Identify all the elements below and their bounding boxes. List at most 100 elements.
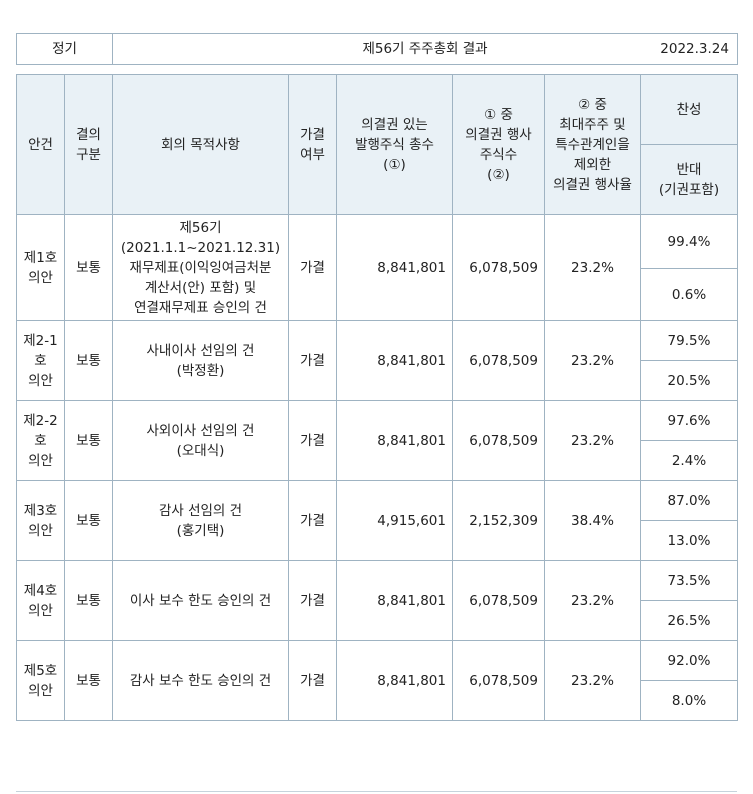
passed-cell: 가결 — [288, 560, 337, 641]
table-row-sub: 2.4% — [17, 440, 738, 481]
exercise-rate-cell: 23.2% — [544, 320, 641, 401]
col-agenda: 안건 — [16, 74, 65, 215]
text-line: 연결재무제표 승인의 건 — [134, 299, 267, 316]
text-line: 이사 보수 한도 승인의 건 — [129, 592, 272, 609]
bottom-divider — [16, 791, 737, 792]
total-shares-cell: 4,915,601 — [336, 480, 453, 561]
exercise-rate-cell: 23.2% — [544, 560, 641, 641]
text-line: 제2-1 — [23, 332, 58, 349]
text-line: (기권포함) — [658, 181, 720, 198]
text-line: 가결 — [300, 126, 325, 143]
text-line: 발행주식 총수 — [355, 136, 434, 153]
text-line: (오대식) — [176, 442, 225, 459]
text-line: 감사 보수 한도 승인의 건 — [129, 672, 272, 689]
text-line: 호 — [34, 432, 47, 449]
oppose-cell: 8.0% — [640, 680, 738, 721]
table-row: 제5호 의안 보통 감사 보수 한도 승인의 건 가결 8,841,801 6,078,50… — [16, 640, 738, 721]
passed-cell: 가결 — [288, 640, 337, 721]
col-exercise-rate: ② 중 최대주주 및 특수관계인을 제외한 의결권 행사율 — [544, 74, 641, 215]
exercised-shares-cell: 6,078,509 — [452, 400, 545, 481]
total-shares-cell: 8,841,801 — [336, 560, 453, 641]
approve-cell: 79.5% — [640, 320, 738, 361]
results-table: 안건 결의 구분 회의 목적사항 가결 여부 의결권 있는 발행주식 총수 (①) ① … — [16, 74, 738, 721]
oppose-cell: 0.6% — [640, 268, 738, 321]
agenda-cell: 제2-1 호 의안 — [16, 320, 65, 401]
exercised-shares-cell: 6,078,509 — [452, 214, 545, 321]
purpose-cell: 감사 선임의 건 (홍기택) — [112, 480, 289, 561]
purpose-cell: 사외이사 선임의 건 (오대식) — [112, 400, 289, 481]
text-line: 의결권 행사 — [465, 126, 532, 143]
text-line: ① 중 — [484, 106, 513, 123]
passed-cell: 가결 — [288, 480, 337, 561]
text-line: 결의 — [76, 126, 101, 143]
table-row-sub: 8.0% — [17, 680, 738, 721]
exercise-rate-cell: 23.2% — [544, 214, 641, 321]
text-line: ② 중 — [578, 96, 607, 113]
oppose-cell: 26.5% — [640, 600, 738, 641]
passed-cell: 가결 — [288, 214, 337, 321]
exercise-rate-cell: 23.2% — [544, 640, 641, 721]
text-line: 의안 — [28, 269, 53, 286]
exercise-rate-cell: 23.2% — [544, 400, 641, 481]
text-line: 특수관계인을 — [555, 136, 630, 153]
col-total-shares: 의결권 있는 발행주식 총수 (①) — [336, 74, 453, 215]
resolution-type-cell: 보통 — [64, 214, 113, 321]
exercised-shares-cell: 6,078,509 — [452, 320, 545, 401]
total-shares-cell: 8,841,801 — [336, 320, 453, 401]
resolution-type-cell: 보통 — [64, 400, 113, 481]
text-line: (2021.1.1~2021.12.31) — [120, 239, 281, 256]
agenda-cell: 제3호 의안 — [16, 480, 65, 561]
oppose-cell: 20.5% — [640, 360, 738, 401]
text-line: 의안 — [28, 522, 53, 539]
passed-cell: 가결 — [288, 400, 337, 481]
text-line: 여부 — [300, 146, 325, 163]
text-line: 구분 — [76, 146, 101, 163]
text-line: 계산서(안) 포함) 및 — [144, 279, 257, 296]
text-line: 제2-2 — [23, 412, 58, 429]
col-exercised-shares: ① 중 의결권 행사 주식수 (②) — [452, 74, 545, 215]
table-row: 제2-2 호 의안 보통 사외이사 선임의 건 (오대식) 가결 8,841,801 6,078… — [16, 400, 738, 481]
meeting-header-row: 정기 제56기 주주총회 결과 2022.3.24 — [16, 33, 738, 65]
table-row-sub: 0.6% — [17, 268, 738, 321]
text-line: (홍기택) — [176, 522, 225, 539]
agenda-cell: 제4호 의안 — [16, 560, 65, 641]
text-line: 의안 — [28, 602, 53, 619]
exercised-shares-cell: 6,078,509 — [452, 560, 545, 641]
table-row-sub: 26.5% — [17, 600, 738, 641]
approve-cell: 99.4% — [640, 214, 738, 269]
text-line: 사외이사 선임의 건 — [146, 422, 255, 439]
resolution-type-cell: 보통 — [64, 480, 113, 561]
passed-cell: 가결 — [288, 320, 337, 401]
text-line: 제외한 — [573, 156, 612, 173]
text-line: 의결권 있는 — [361, 116, 428, 133]
text-line: 재무제표(이익잉여금처분 — [129, 259, 272, 276]
approve-cell: 92.0% — [640, 640, 738, 681]
total-shares-cell: 8,841,801 — [336, 640, 453, 721]
meeting-date: 2022.3.24 — [660, 41, 729, 57]
header-row-2: 반대 (기권포함) — [17, 144, 738, 215]
purpose-cell: 제56기 (2021.1.1~2021.12.31) 재무제표(이익잉여금처분 계산서… — [112, 214, 289, 321]
header-row: 안건 결의 구분 회의 목적사항 가결 여부 의결권 있는 발행주식 총수 (①) ① … — [16, 74, 738, 215]
meeting-title: 제56기 주주총회 결과 — [362, 41, 488, 57]
approve-cell: 87.0% — [640, 480, 738, 521]
text-line: 감사 선임의 건 — [158, 502, 243, 519]
resolution-type-cell: 보통 — [64, 320, 113, 401]
text-line: 반대 — [676, 161, 702, 178]
text-line: 최대주주 및 — [559, 116, 626, 133]
table-row-sub: 13.0% — [17, 520, 738, 561]
meeting-type: 정기 — [16, 33, 113, 65]
table-row: 제2-1 호 의안 보통 사내이사 선임의 건 (박정환) 가결 8,841,801 6,078… — [16, 320, 738, 401]
meeting-header-table: 정기 제56기 주주총회 결과 2022.3.24 — [16, 33, 738, 65]
table-row: 제3호 의안 보통 감사 선임의 건 (홍기택) 가결 4,915,601 2,152,309… — [16, 480, 738, 561]
col-oppose: 반대 (기권포함) — [640, 144, 738, 215]
exercised-shares-cell: 6,078,509 — [452, 640, 545, 721]
agenda-cell: 제5호 의안 — [16, 640, 65, 721]
col-approve: 찬성 — [640, 74, 738, 145]
text-line: 주식수 — [479, 146, 518, 163]
approve-cell: 73.5% — [640, 560, 738, 601]
agenda-cell: 제2-2 호 의안 — [16, 400, 65, 481]
agenda-cell: 제1호 의안 — [16, 214, 65, 321]
purpose-cell: 이사 보수 한도 승인의 건 — [112, 560, 289, 641]
